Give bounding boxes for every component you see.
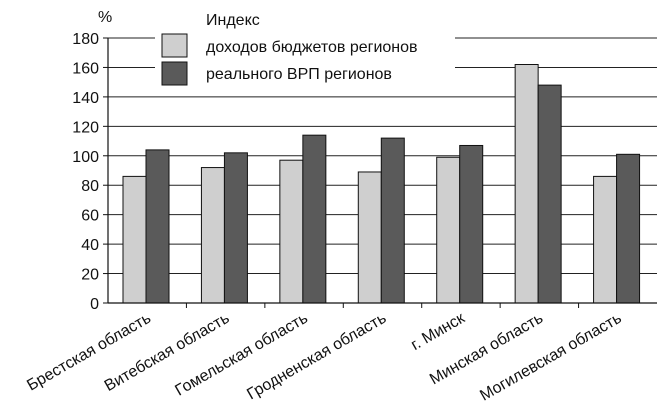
bars: [122, 64, 641, 304]
y-tick-label: 120: [72, 119, 99, 136]
bar-real-grp: [459, 144, 484, 304]
bar-real-grp: [223, 152, 248, 304]
y-axis: 0 20 40 60 80 100 120 140 160 180: [72, 31, 109, 313]
y-tick-label: 0: [90, 296, 99, 313]
y-tick-label: 160: [72, 60, 99, 77]
bar-budget-revenue: [200, 167, 225, 304]
bar-real-grp: [537, 84, 562, 304]
x-category-label: г. Минск: [408, 309, 468, 354]
legend: Индекс доходов бюджетов регионов реально…: [155, 12, 455, 96]
legend-swatch-grp: [161, 61, 188, 86]
y-tick-label: 100: [72, 149, 99, 166]
x-category-label: Гродненская область: [244, 310, 389, 404]
x-category-label: Витебская область: [102, 310, 233, 395]
bar-real-grp: [380, 137, 405, 304]
y-tick-label: 60: [81, 208, 99, 225]
y-tick-label: 80: [81, 178, 99, 195]
bar-real-grp: [616, 153, 641, 304]
bar-budget-revenue: [436, 156, 461, 304]
legend-label-budget: доходов бюджетов регионов: [206, 39, 418, 56]
legend-background: [155, 14, 455, 96]
y-unit-label: %: [98, 9, 112, 26]
bar-budget-revenue: [593, 175, 618, 304]
legend-swatch-budget: [161, 33, 188, 58]
x-category-label: Гомельская область: [172, 310, 311, 400]
bar-real-grp: [302, 134, 327, 304]
y-tick-label: 40: [81, 237, 99, 254]
bar-budget-revenue: [357, 171, 382, 304]
y-tick-label: 140: [72, 90, 99, 107]
x-category-label: Могилевская область: [477, 310, 624, 405]
y-tick-label: 20: [81, 267, 99, 284]
legend-label-grp: реального ВРП регионов: [206, 66, 392, 83]
bar-budget-revenue: [122, 175, 147, 304]
bar-budget-revenue: [514, 64, 539, 304]
y-tick-label: 180: [72, 31, 99, 48]
x-category-label: Брестская область: [24, 310, 154, 395]
bar-budget-revenue: [279, 159, 304, 304]
bar-real-grp: [145, 149, 170, 304]
legend-title: Индекс: [206, 12, 260, 29]
